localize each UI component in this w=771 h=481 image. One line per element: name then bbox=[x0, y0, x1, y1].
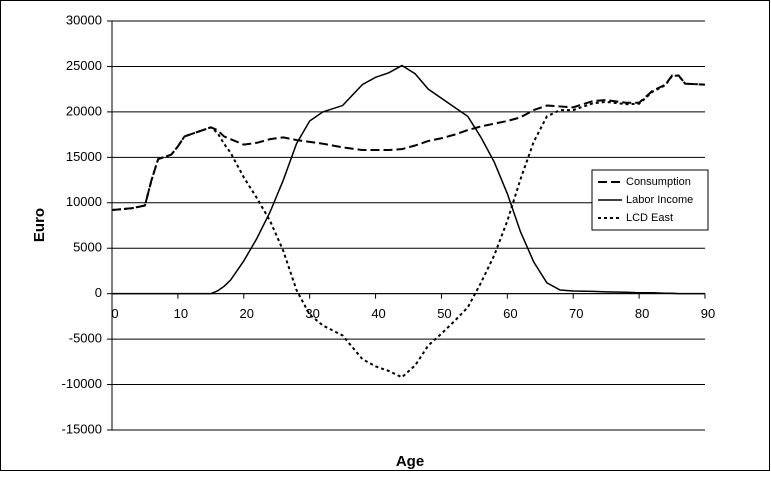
y-tick-label: 10000 bbox=[66, 194, 102, 209]
y-tick-label: -10000 bbox=[62, 376, 102, 391]
x-tick-label: 70 bbox=[569, 306, 583, 321]
y-tick-label: 30000 bbox=[66, 12, 102, 27]
x-tick-label: 10 bbox=[174, 306, 188, 321]
legend-label: LCD East bbox=[626, 212, 673, 224]
series-line bbox=[112, 64, 705, 295]
y-tick-label: -15000 bbox=[62, 421, 102, 436]
legend-label: Labor Income bbox=[626, 194, 693, 206]
y-tick-label: -5000 bbox=[69, 331, 102, 346]
series-line bbox=[111, 74, 706, 212]
x-tick-label: 80 bbox=[635, 306, 649, 321]
y-tick-label: 0 bbox=[95, 285, 102, 300]
x-tick-label: 30 bbox=[305, 306, 319, 321]
chart-frame bbox=[0, 0, 770, 471]
y-axis-label: Euro bbox=[31, 208, 48, 242]
legend-label: Consumption bbox=[626, 176, 691, 188]
x-tick-label: 50 bbox=[437, 306, 451, 321]
y-tick-label: 15000 bbox=[66, 149, 102, 164]
y-tick-label: 25000 bbox=[66, 58, 102, 73]
x-tick-label: 0 bbox=[111, 306, 118, 321]
x-tick-label: 90 bbox=[701, 306, 715, 321]
series-line bbox=[111, 74, 706, 379]
legend-box bbox=[591, 169, 709, 231]
x-tick-label: 60 bbox=[503, 306, 517, 321]
x-tick-label: 40 bbox=[371, 306, 385, 321]
y-tick-label: 5000 bbox=[73, 240, 102, 255]
x-axis-label: Age bbox=[396, 453, 424, 470]
x-tick-label: 20 bbox=[240, 306, 254, 321]
y-tick-label: 20000 bbox=[66, 103, 102, 118]
